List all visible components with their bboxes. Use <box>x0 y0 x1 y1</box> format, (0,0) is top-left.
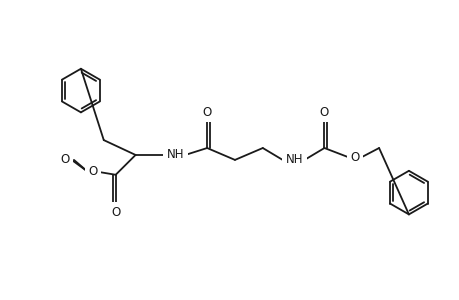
Text: NH: NH <box>166 148 184 161</box>
Text: O: O <box>202 106 211 119</box>
Text: O: O <box>350 152 359 164</box>
Text: O: O <box>60 153 69 167</box>
Text: O: O <box>111 206 120 219</box>
Text: O: O <box>88 165 97 178</box>
Text: NH: NH <box>285 153 302 167</box>
Text: O: O <box>319 106 328 119</box>
